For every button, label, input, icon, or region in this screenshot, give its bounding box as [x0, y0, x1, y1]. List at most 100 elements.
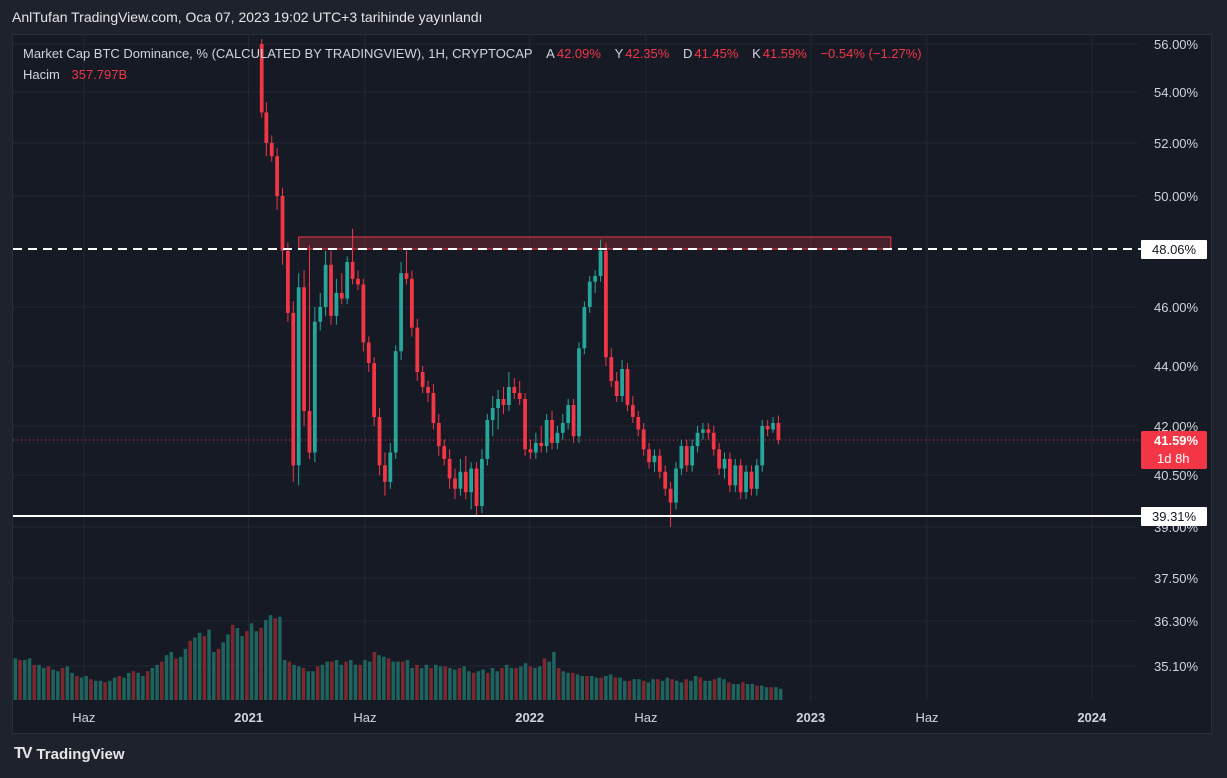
volume-bar [519, 666, 523, 700]
volume-bar [419, 668, 424, 700]
volume-bar [75, 676, 79, 700]
volume-bar [297, 666, 301, 700]
volume-bar [37, 664, 41, 700]
volume-bar [566, 672, 570, 700]
candle-body [560, 423, 565, 433]
volume-bar [552, 652, 556, 700]
candle-body [760, 426, 765, 466]
candle-body [733, 465, 738, 486]
legend-symbol[interactable]: Market Cap BTC Dominance, % (CALCULATED … [23, 46, 533, 61]
candle-body [372, 363, 377, 417]
volume-bar [145, 671, 150, 700]
candle-body [582, 307, 587, 349]
publish-info: AnlTufan TradingView.com, Oca 07, 2023 1… [12, 9, 483, 25]
volume-bar [698, 677, 703, 700]
candle-body [771, 423, 775, 430]
chart-frame[interactable] [12, 34, 1212, 734]
candle-body [674, 468, 678, 503]
volume-bar [245, 631, 249, 700]
candle-body [555, 432, 560, 443]
candle-body [420, 372, 425, 387]
price-axis-label: 44.00% [1154, 359, 1199, 374]
candle-body [657, 455, 662, 472]
volume-bar [221, 642, 225, 700]
candle-body [415, 327, 420, 372]
volume-bar [769, 687, 773, 700]
volume-bar [462, 666, 466, 700]
volume-bar [32, 664, 37, 700]
legend-low-label: D [682, 46, 693, 61]
countdown-label: 1d 8h [1157, 451, 1190, 466]
volume-bar [183, 648, 188, 700]
volume-bar [315, 666, 320, 700]
volume-bar [226, 634, 230, 700]
volume-bar [367, 661, 372, 700]
candle-body [523, 399, 527, 450]
volume-bar [533, 668, 537, 700]
volume-bar [443, 666, 448, 700]
volume-bar [523, 663, 528, 700]
volume-bar [98, 680, 103, 700]
volume-bar [741, 682, 745, 700]
price-axis-label: 46.00% [1154, 300, 1199, 315]
volume-bar [65, 666, 70, 700]
brand-name: TradingView [36, 745, 125, 763]
volume-label[interactable]: Hacim [23, 67, 60, 82]
candle-body [496, 399, 500, 408]
candle-body [436, 423, 441, 447]
legend-high-label: Y [614, 46, 624, 61]
volume-bar [589, 676, 594, 700]
candle-body [447, 458, 452, 479]
candle-body [264, 112, 269, 143]
time-axis-label: 2021 [234, 710, 263, 725]
candle-body [684, 446, 689, 466]
volume-bar [382, 656, 386, 700]
volume-bar [268, 615, 273, 700]
candle-body [350, 261, 355, 279]
volume-bar [500, 668, 504, 700]
volume-bar [434, 664, 438, 700]
candle-body [776, 423, 781, 440]
volume-bar [467, 671, 471, 700]
volume-bar [263, 620, 268, 700]
candle-body [604, 250, 608, 358]
candle-body [517, 393, 522, 399]
candle-body [754, 465, 759, 489]
volume-bar [556, 668, 561, 700]
volume-bar [665, 677, 670, 700]
volume-bar [150, 668, 155, 700]
volume-bar [339, 664, 344, 700]
candle-body [302, 287, 306, 411]
candle-body [269, 143, 274, 157]
volume-bar [670, 679, 674, 700]
volume-bar [391, 661, 396, 700]
tradingview-logo-icon: TV [14, 745, 33, 762]
time-axis-label: Haz [634, 710, 657, 725]
candle-body [577, 348, 581, 437]
candle-body [409, 278, 414, 328]
volume-bar [136, 672, 140, 700]
volume-bar [79, 677, 84, 700]
volume-bar [717, 677, 722, 700]
candle-body [679, 446, 684, 469]
tradingview-brand[interactable]: TV TradingView [14, 745, 125, 763]
legend-low-value: 41.45% [694, 46, 739, 61]
volume-bar [292, 664, 296, 700]
candle-body [307, 411, 312, 453]
volume-bar [56, 671, 60, 700]
volume-bar [561, 671, 566, 700]
volume-bar [627, 680, 632, 700]
last-price-badge [1141, 431, 1207, 469]
volume-bar [178, 656, 183, 700]
volume-bar [122, 677, 126, 700]
volume-bar [344, 661, 348, 700]
candle-body [280, 196, 285, 251]
volume-bar [363, 660, 367, 700]
candle-body [749, 471, 754, 489]
volume-bar [27, 658, 32, 700]
volume-bar [282, 660, 287, 700]
volume-bar [637, 679, 641, 700]
volume-bar [514, 668, 518, 700]
candle-body [625, 369, 630, 405]
